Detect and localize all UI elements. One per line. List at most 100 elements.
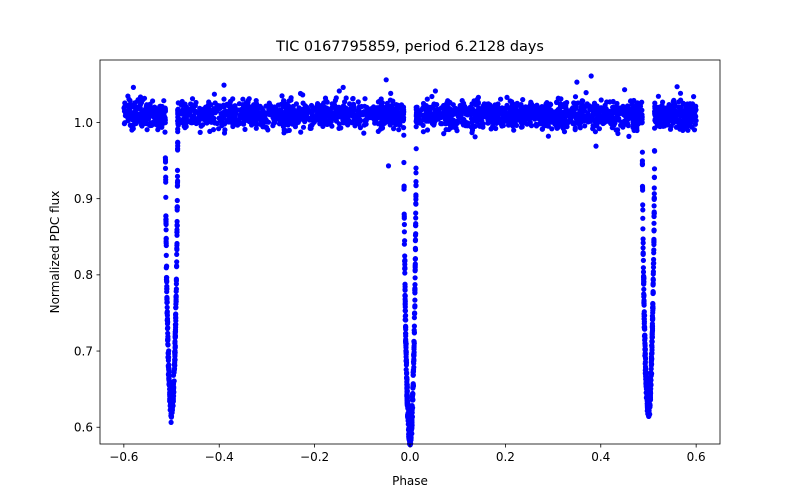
data-point: [645, 407, 651, 413]
data-point: [271, 120, 277, 126]
data-point: [254, 101, 260, 107]
data-point: [413, 201, 419, 207]
data-point: [592, 129, 599, 135]
data-point: [403, 312, 409, 319]
data-point: [216, 115, 222, 121]
data-point: [343, 95, 349, 101]
data-point: [185, 109, 191, 115]
data-point: [276, 121, 283, 127]
data-point: [424, 127, 431, 133]
data-point: [406, 421, 412, 427]
data-point: [634, 127, 640, 134]
data-point: [375, 105, 381, 111]
data-point: [642, 343, 648, 349]
data-point: [641, 286, 647, 292]
data-point: [484, 101, 490, 107]
data-point: [296, 106, 302, 112]
y-tick-label: 1.0: [74, 116, 93, 130]
data-point: [641, 300, 647, 307]
data-point: [650, 289, 656, 295]
data-point: [312, 118, 318, 124]
data-point: [207, 128, 213, 134]
data-point: [342, 99, 348, 105]
data-point: [430, 103, 436, 110]
data-point: [164, 321, 171, 327]
data-point: [405, 405, 411, 411]
data-point: [401, 159, 407, 166]
data-point: [401, 241, 407, 247]
y-tick-label: 0.9: [74, 192, 93, 206]
data-point: [244, 105, 250, 111]
data-point: [189, 96, 196, 102]
data-point: [651, 228, 657, 234]
data-point: [500, 112, 506, 118]
data-point: [520, 97, 526, 103]
data-point: [163, 194, 169, 200]
x-tick-label: 0.2: [496, 450, 515, 464]
data-point: [403, 360, 410, 366]
data-point: [217, 105, 223, 111]
data-point: [412, 282, 418, 288]
data-point: [626, 107, 633, 113]
data-point: [250, 119, 256, 125]
x-tick-label: −0.4: [205, 450, 234, 464]
data-point: [286, 104, 292, 110]
data-point: [650, 269, 657, 275]
data-point: [403, 324, 409, 330]
data-point: [351, 117, 358, 123]
data-point: [508, 113, 514, 119]
data-point: [628, 98, 634, 104]
data-point: [593, 143, 599, 149]
data-point: [409, 426, 415, 432]
data-point: [412, 297, 418, 303]
data-point: [538, 119, 545, 126]
data-point: [466, 111, 472, 117]
data-point: [391, 126, 397, 132]
data-point: [175, 139, 181, 145]
data-point: [361, 122, 367, 128]
data-point: [166, 367, 172, 373]
data-point: [434, 102, 440, 108]
data-point: [666, 102, 672, 108]
data-point: [129, 127, 135, 133]
data-point: [173, 281, 179, 287]
data-point: [389, 117, 395, 123]
data-point: [400, 104, 407, 110]
data-point: [644, 385, 650, 391]
data-point: [163, 221, 169, 228]
data-point: [267, 102, 273, 108]
data-point: [226, 112, 232, 118]
data-point: [175, 118, 181, 124]
data-point: [403, 333, 409, 339]
data-point: [651, 209, 657, 215]
data-point: [161, 98, 167, 104]
data-point: [492, 109, 498, 115]
data-point: [404, 370, 410, 376]
data-point: [179, 108, 185, 115]
data-point: [174, 251, 180, 257]
data-point: [640, 226, 646, 232]
data-point: [138, 100, 144, 106]
data-point: [669, 108, 675, 114]
data-point: [649, 316, 656, 322]
data-point: [190, 115, 196, 121]
data-point: [640, 240, 646, 246]
data-point: [510, 123, 516, 129]
data-point: [411, 315, 417, 321]
data-point: [640, 265, 647, 271]
data-point: [584, 103, 590, 109]
y-tick-label: 0.8: [74, 268, 93, 282]
data-point: [651, 195, 657, 201]
data-point: [394, 119, 401, 125]
data-point: [279, 93, 285, 99]
data-point: [165, 355, 171, 361]
data-point: [402, 253, 408, 259]
data-point: [317, 121, 323, 127]
data-point: [137, 94, 144, 100]
data-point: [651, 166, 658, 172]
data-point: [579, 98, 585, 104]
data-point: [221, 121, 228, 127]
data-point: [291, 118, 298, 124]
data-point: [304, 104, 310, 110]
